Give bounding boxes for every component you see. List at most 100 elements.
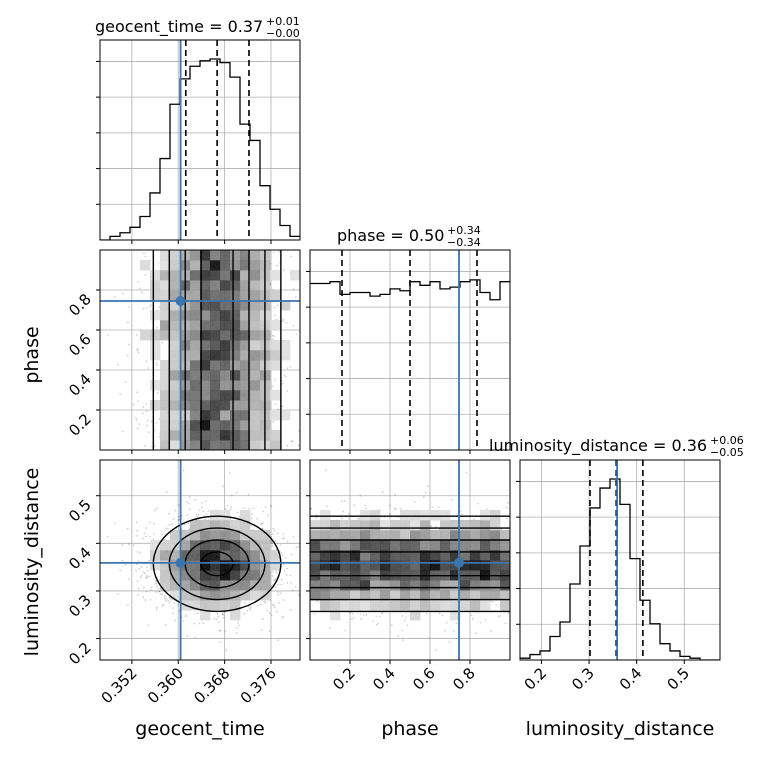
sample-point: [149, 598, 152, 601]
sample-point: [159, 592, 162, 595]
sample-point: [243, 507, 245, 510]
density-cell: [170, 570, 181, 581]
sample-point: [126, 321, 129, 324]
sample-point: [144, 255, 147, 258]
density-cell: [220, 540, 231, 551]
density-cell: [230, 340, 241, 351]
sample-point: [298, 593, 300, 596]
density-cell: [190, 280, 201, 291]
sample-point: [136, 580, 139, 583]
density-cell: [210, 590, 221, 601]
density-cell: [150, 550, 161, 561]
sample-point: [106, 334, 109, 337]
sample-point: [147, 419, 149, 422]
density-cell: [240, 580, 251, 591]
sample-point: [261, 527, 264, 530]
sample-point: [132, 403, 135, 406]
density-cell: [190, 440, 201, 450]
truth-marker: [175, 557, 186, 568]
sample-point: [295, 546, 298, 549]
density-cell: [170, 340, 181, 351]
density-cell: [240, 560, 251, 571]
sample-point: [281, 320, 284, 323]
sample-point: [137, 560, 140, 563]
sample-point: [187, 522, 190, 525]
density-cell: [200, 540, 211, 551]
sample-point: [163, 597, 166, 600]
density-cell: [240, 330, 251, 341]
sample-point: [145, 576, 147, 579]
density-cell: [230, 580, 241, 591]
density-cell: [240, 390, 251, 401]
density-cell: [160, 280, 171, 291]
sample-point: [119, 393, 122, 396]
sample-point: [164, 623, 167, 626]
density-cell: [220, 510, 231, 521]
sample-point: [139, 287, 141, 290]
density-cell: [270, 320, 281, 331]
sample-point: [194, 499, 196, 501]
sample-point: [113, 295, 116, 298]
sample-point: [148, 535, 151, 538]
sample-point: [305, 544, 307, 546]
density-cell: [170, 290, 181, 301]
sample-point: [161, 533, 163, 536]
density-cell: [170, 370, 181, 381]
sample-point: [188, 508, 191, 511]
sample-point: [136, 427, 139, 430]
sample-point: [283, 374, 286, 376]
density-cell: [230, 380, 241, 391]
sample-point: [158, 590, 161, 593]
density-cell: [200, 440, 211, 450]
density-cell: [260, 580, 271, 591]
density-cell: [250, 570, 261, 581]
density-cell: [240, 370, 251, 381]
density-cell: [190, 530, 201, 541]
sample-point: [117, 593, 120, 595]
sample-point: [283, 599, 285, 601]
sample-point: [246, 609, 249, 612]
sample-point: [301, 554, 303, 556]
sample-point: [237, 622, 239, 624]
density-cell: [210, 310, 221, 321]
density-cell: [220, 400, 231, 411]
sample-point: [128, 306, 130, 308]
sample-point: [149, 588, 152, 591]
sample-point: [281, 405, 284, 408]
sample-point: [146, 576, 148, 579]
density-cell: [190, 330, 201, 341]
sample-point: [158, 590, 161, 593]
density-cell: [220, 440, 231, 450]
sample-point: [294, 296, 297, 298]
hist-panel-phase: [310, 250, 510, 450]
density-cell: [200, 250, 211, 261]
density-cell: [160, 410, 171, 421]
density-cell: [260, 530, 271, 541]
density-cell: [250, 420, 261, 431]
sample-point: [188, 496, 191, 499]
density-cell: [140, 330, 151, 341]
density-cell: [200, 400, 211, 411]
density-cell: [170, 540, 181, 551]
density-cell: [160, 250, 171, 261]
density-cell: [180, 580, 191, 591]
sample-point: [137, 280, 140, 283]
sample-point: [221, 613, 224, 615]
density-cell: [220, 420, 231, 431]
density-cell: [210, 300, 221, 311]
density-cell: [280, 300, 291, 311]
density-cell: [230, 400, 241, 411]
sample-point: [269, 504, 272, 507]
sample-point: [289, 365, 292, 368]
sample-point: [195, 513, 198, 516]
density-cell: [170, 250, 181, 261]
sample-point: [270, 614, 273, 616]
sample-point: [139, 576, 142, 579]
density-cell: [250, 250, 261, 261]
density-cell: [220, 360, 231, 371]
sample-point: [286, 444, 289, 447]
density-cell: [210, 550, 221, 561]
density-cell: [160, 540, 171, 551]
density-cell: [170, 380, 181, 391]
